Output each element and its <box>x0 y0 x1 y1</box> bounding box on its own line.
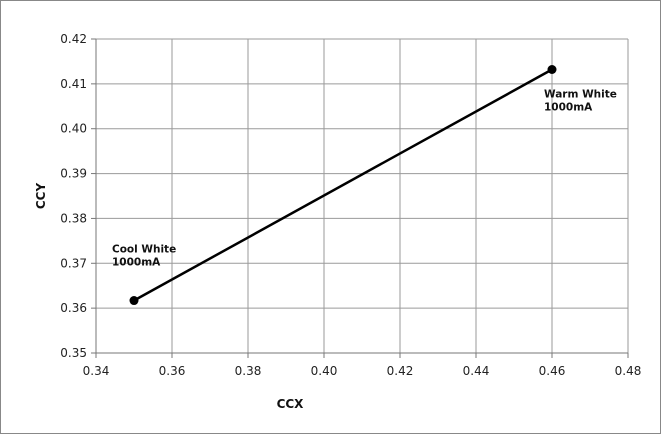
point-annotation: Warm White 1000mA <box>544 89 617 114</box>
y-tick-label: 0.41 <box>60 77 87 91</box>
annotation-line: Cool White <box>112 244 176 256</box>
x-axis-title: CCX <box>277 397 305 411</box>
y-tick-label: 0.42 <box>60 32 87 46</box>
y-tick-label: 0.35 <box>60 346 87 360</box>
gridlines <box>95 38 629 354</box>
y-tick-label: 0.39 <box>60 167 87 181</box>
y-tick-label: 0.37 <box>60 256 87 270</box>
data-series <box>129 65 557 306</box>
tick-labels: 0.34 0.36 0.38 0.40 0.42 0.44 0.46 0.48 0.35 0.36… <box>60 32 641 378</box>
data-point <box>547 65 557 75</box>
point-annotation: Cool White 1000mA <box>112 244 176 269</box>
x-tick-label: 0.48 <box>615 364 642 378</box>
x-tick-label: 0.46 <box>539 364 566 378</box>
annotation-line: Warm White <box>544 89 617 101</box>
x-tick-label: 0.42 <box>387 364 414 378</box>
annotation-line: 1000mA <box>544 102 593 114</box>
data-point <box>129 296 139 306</box>
axes <box>91 38 629 358</box>
annotation-line: 1000mA <box>112 257 161 269</box>
x-tick-label: 0.44 <box>463 364 490 378</box>
x-tick-label: 0.36 <box>159 364 186 378</box>
y-tick-label: 0.40 <box>60 122 87 136</box>
x-tick-label: 0.34 <box>83 364 110 378</box>
y-tick-label: 0.36 <box>60 301 87 315</box>
series-line <box>133 68 553 302</box>
x-tick-label: 0.38 <box>235 364 262 378</box>
x-tick-label: 0.40 <box>311 364 338 378</box>
y-axis-title: CCY <box>34 183 48 210</box>
y-tick-label: 0.38 <box>60 211 87 225</box>
